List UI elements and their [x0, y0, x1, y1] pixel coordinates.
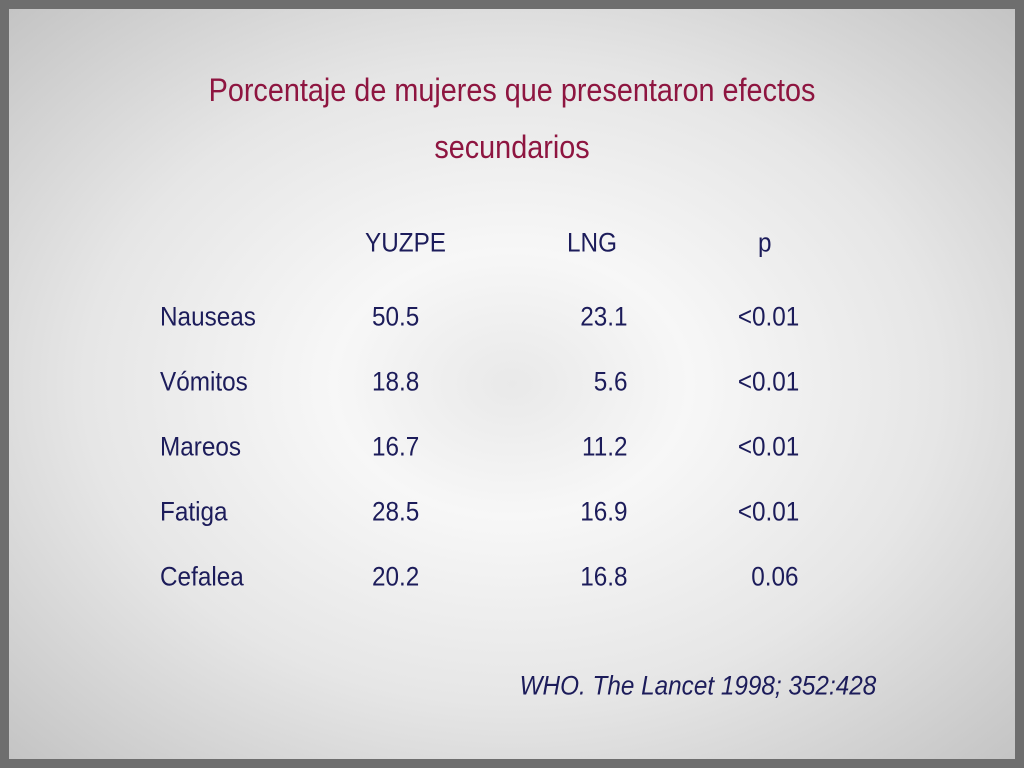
citation: WHO. The Lancet 1998; 352:428 [519, 670, 876, 701]
row-label: Vómitos [160, 366, 248, 397]
cell: 23.1 [580, 301, 628, 332]
row-label: Mareos [160, 431, 242, 462]
cell: 0.06 [751, 561, 799, 592]
column-header: p [758, 227, 772, 258]
cell: 28.5 [372, 496, 420, 527]
cell: <0.01 [737, 366, 799, 397]
cell: 11.2 [582, 431, 628, 462]
cell: 20.2 [372, 561, 420, 592]
cell: 18.8 [372, 366, 420, 397]
cell: 16.9 [580, 496, 628, 527]
column-header: YUZPE [365, 227, 447, 258]
cell: 50.5 [372, 301, 420, 332]
cell: 5.6 [594, 366, 628, 397]
row-label: Cefalea [160, 561, 244, 592]
row-label: Fatiga [160, 496, 228, 527]
cell: 16.7 [372, 431, 420, 462]
row-label: Nauseas [160, 301, 256, 332]
cell: 16.8 [580, 561, 628, 592]
cell: <0.01 [737, 301, 799, 332]
cell: <0.01 [737, 431, 799, 462]
title-line: Porcentaje de mujeres que presentaron ef… [208, 72, 816, 108]
cell: <0.01 [737, 496, 799, 527]
title-line: secundarios [434, 129, 590, 165]
column-header: LNG [567, 227, 617, 258]
